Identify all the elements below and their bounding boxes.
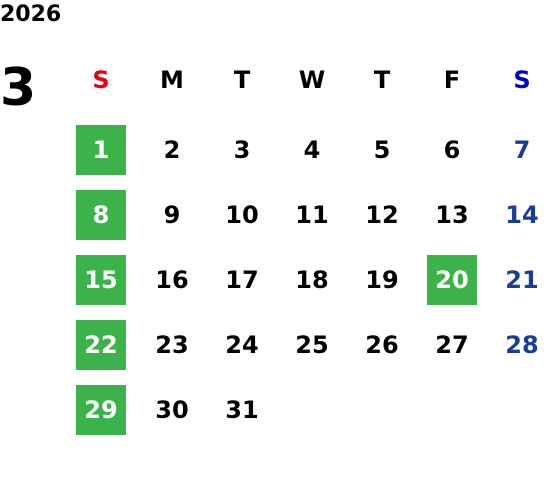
day-cell: 20	[427, 255, 477, 305]
day-cell: 10	[225, 201, 259, 229]
day-cell: 15	[76, 255, 126, 305]
day-cell: 14	[505, 201, 539, 229]
month: 3	[0, 58, 37, 118]
weekday-header: W	[298, 66, 326, 94]
day-cell: 24	[225, 331, 259, 359]
day-cell: 28	[505, 331, 539, 359]
day-cell: 6	[443, 136, 461, 164]
day-cell: 21	[505, 266, 539, 294]
day-cell: 17	[225, 266, 259, 294]
day-cell: 30	[155, 396, 189, 424]
day-cell: 12	[365, 201, 399, 229]
weekday-header: T	[233, 66, 251, 94]
day-cell: 4	[303, 136, 321, 164]
year: 2026	[0, 2, 62, 27]
day-cell: 26	[365, 331, 399, 359]
day-cell: 25	[295, 331, 329, 359]
weekday-header: S	[513, 66, 531, 94]
day-cell: 23	[155, 331, 189, 359]
day-cell: 5	[373, 136, 391, 164]
day-cell: 11	[295, 201, 329, 229]
day-cell: 16	[155, 266, 189, 294]
day-cell: 27	[435, 331, 469, 359]
day-cell: 19	[365, 266, 399, 294]
day-cell: 2	[163, 136, 181, 164]
day-cell: 3	[233, 136, 251, 164]
day-cell: 1	[76, 125, 126, 175]
day-cell: 9	[163, 201, 181, 229]
weekday-header: S	[92, 66, 110, 94]
day-cell: 29	[76, 385, 126, 435]
day-cell: 31	[225, 396, 259, 424]
weekday-header: T	[373, 66, 391, 94]
weekday-header: F	[443, 66, 461, 94]
day-cell: 7	[513, 136, 531, 164]
weekday-header: M	[160, 66, 184, 94]
day-cell: 18	[295, 266, 329, 294]
day-cell: 8	[76, 190, 126, 240]
day-cell: 22	[76, 320, 126, 370]
day-cell: 13	[435, 201, 469, 229]
